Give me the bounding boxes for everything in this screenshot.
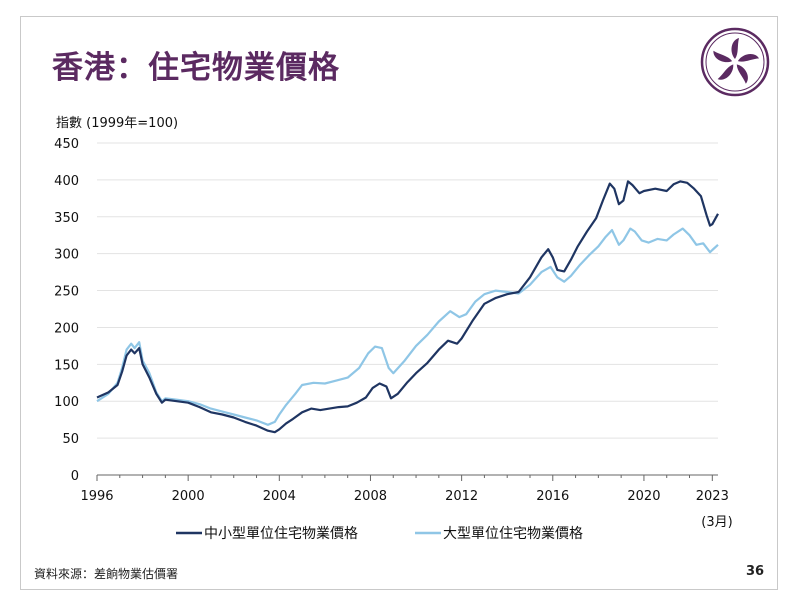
hksar-emblem-icon xyxy=(700,27,770,97)
y-tick-label: 0 xyxy=(71,469,79,484)
x-tick-label: 2000 xyxy=(172,489,205,504)
chart-legend: 中小型單位住宅物業價格 大型單位住宅物業價格 xyxy=(176,525,583,542)
page-number: 36 xyxy=(746,564,765,579)
x-axis-end-note: (3月) xyxy=(701,515,732,530)
y-tick-label: 300 xyxy=(54,248,79,263)
slide-title: 香港：住宅物業價格 xyxy=(52,50,340,86)
chart-series xyxy=(96,180,719,434)
y-tick-label: 100 xyxy=(54,395,79,410)
source-note: 資料來源：差餉物業估價署 xyxy=(34,567,179,581)
series-line xyxy=(96,180,719,434)
chart-grid xyxy=(97,142,718,439)
slide-frame xyxy=(20,16,778,590)
legend-label: 大型單位住宅物業價格 xyxy=(443,525,583,542)
y-tick-label: 250 xyxy=(54,285,79,300)
legend-label: 中小型單位住宅物業價格 xyxy=(204,525,358,542)
y-axis-ticks: 0 50 100 150 200 250 300 350 400 450 xyxy=(54,137,79,484)
y-axis-label: 指數 (1999年=100) xyxy=(56,116,178,131)
x-tick-label: 2023 xyxy=(696,489,729,504)
y-tick-label: 450 xyxy=(54,137,79,152)
x-tick-label: 2020 xyxy=(627,489,660,504)
y-tick-label: 50 xyxy=(62,432,79,447)
x-tick-label: 2016 xyxy=(536,489,569,504)
y-tick-label: 200 xyxy=(54,321,79,336)
x-tick-label: 1996 xyxy=(80,489,113,504)
y-tick-label: 350 xyxy=(54,211,79,226)
y-tick-label: 150 xyxy=(54,358,79,373)
x-tick-label: 2012 xyxy=(445,489,478,504)
series-line xyxy=(96,227,719,426)
x-axis: 1996 2000 2004 2008 2012 2016 2020 2023 xyxy=(80,474,729,504)
x-tick-label: 2004 xyxy=(263,489,296,504)
x-tick-label: 2008 xyxy=(354,489,387,504)
y-tick-label: 400 xyxy=(54,174,79,189)
